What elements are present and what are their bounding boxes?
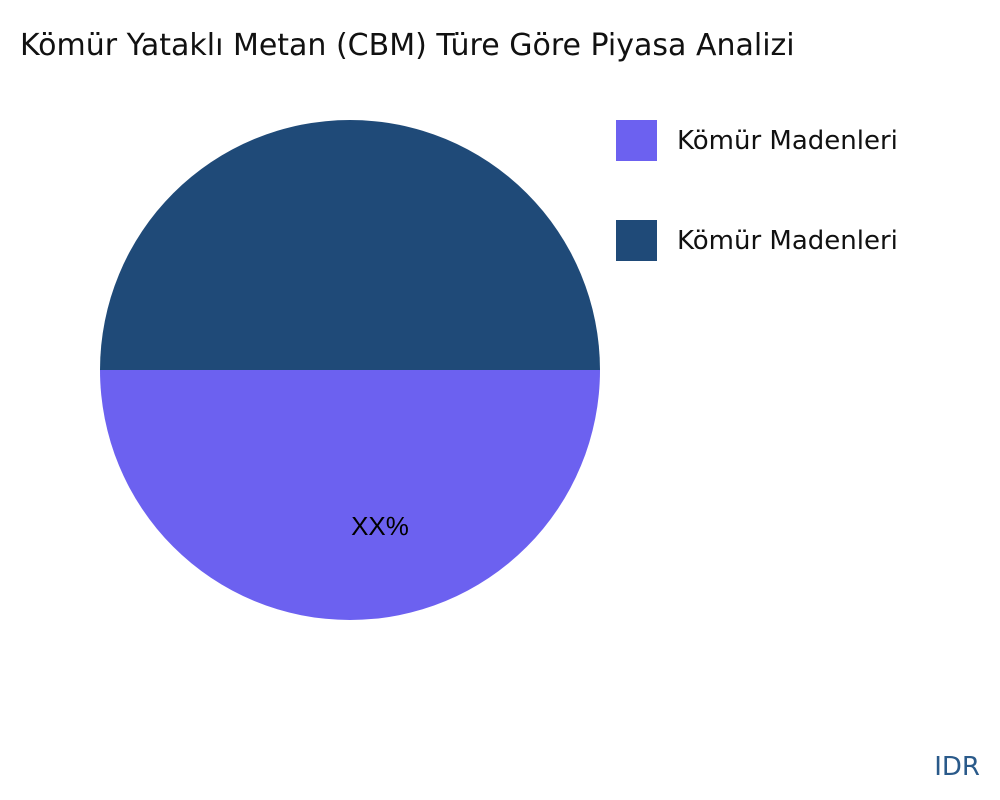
chart-title: Kömür Yataklı Metan (CBM) Türe Göre Piya… bbox=[20, 28, 795, 63]
legend-swatch bbox=[616, 120, 657, 161]
legend-item: Kömür Madenleri bbox=[616, 120, 898, 161]
pie-slice bbox=[100, 370, 600, 620]
legend-swatch bbox=[616, 220, 657, 261]
brand-logo: IDR bbox=[934, 752, 980, 782]
legend-label: Kömür Madenleri bbox=[677, 225, 898, 256]
slice-data-label: XX% bbox=[351, 511, 409, 541]
pie-slice bbox=[100, 120, 600, 370]
legend-item: Kömür Madenleri bbox=[616, 220, 898, 261]
legend-label: Kömür Madenleri bbox=[677, 125, 898, 156]
